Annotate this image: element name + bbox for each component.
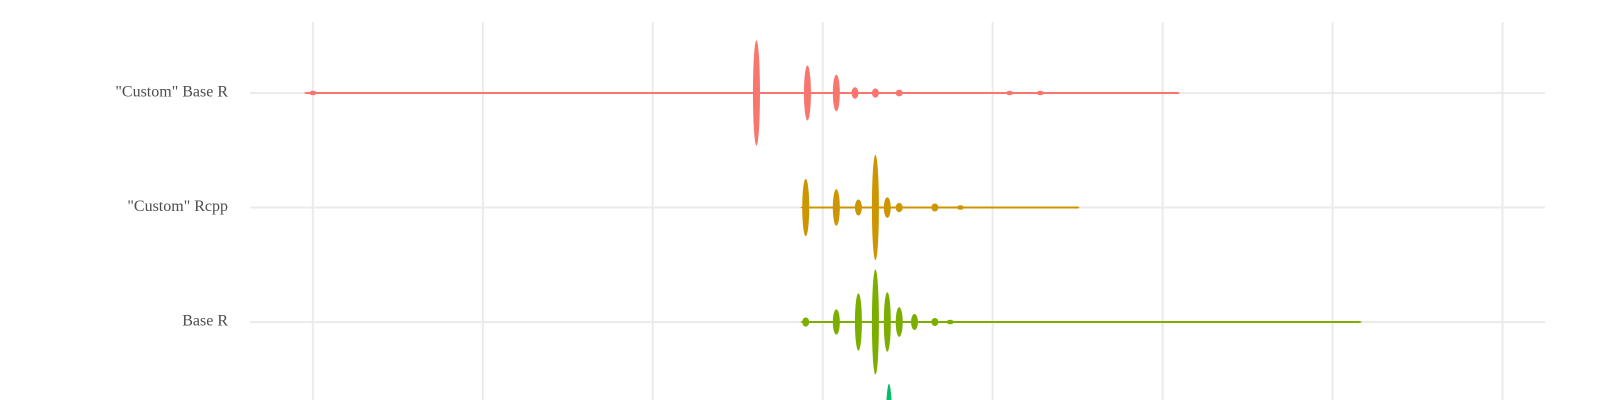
violin-spike — [871, 269, 879, 375]
violin-spike — [802, 178, 810, 237]
violin-spike — [946, 319, 954, 325]
violin-spike — [910, 313, 918, 331]
y-tick-label: Base R — [182, 313, 228, 330]
violin-spike — [883, 197, 891, 218]
violin-spike — [851, 87, 859, 99]
violin-spike — [832, 309, 840, 335]
violin-spike — [895, 89, 903, 97]
violin-spike — [871, 154, 879, 261]
violin-spike — [832, 74, 840, 112]
violin-spike — [883, 292, 891, 352]
violin-spike — [309, 90, 317, 96]
violin-spike — [956, 205, 964, 210]
violin-spike — [832, 189, 840, 226]
violin-spike — [886, 383, 892, 400]
violin-spike — [871, 88, 879, 98]
violin-spike — [1172, 91, 1180, 95]
violin-spike — [1006, 90, 1014, 96]
violin-spike — [1072, 206, 1080, 209]
violin-spike — [854, 199, 862, 216]
violin-spike — [895, 202, 903, 213]
violin-spike — [854, 293, 862, 351]
violin-spike — [802, 317, 810, 327]
violin-spike — [931, 317, 939, 327]
violin-spike — [931, 203, 939, 212]
violin-spike — [895, 307, 903, 337]
y-tick-label: "Custom" Rcpp — [127, 198, 228, 215]
violin-spike — [752, 40, 760, 146]
violin-spike — [803, 65, 811, 121]
violin-spike — [1036, 90, 1044, 96]
violin-spike — [1354, 320, 1362, 324]
y-tick-label: "Custom" Base R — [115, 84, 228, 101]
